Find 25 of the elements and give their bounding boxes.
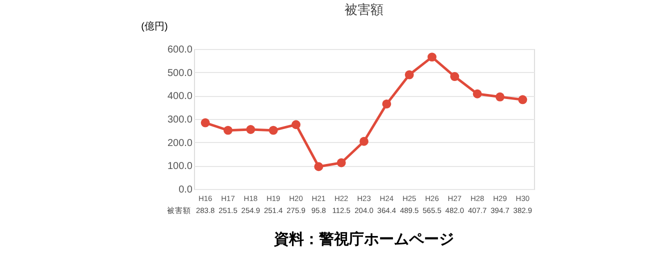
point (450, 72, 460, 81)
point (224, 126, 232, 135)
point (518, 95, 528, 104)
point (292, 120, 300, 130)
point (496, 92, 504, 102)
y-tick-label: 0.0 (178, 184, 193, 196)
point (428, 52, 436, 62)
y-tick-label: 200.0 (167, 138, 193, 149)
point (404, 70, 414, 80)
point (360, 136, 368, 146)
y-tick-label: 400.0 (167, 91, 193, 102)
point (382, 100, 392, 108)
y-tick-label: 100.0 (167, 161, 193, 172)
chart-title: 被害額 (344, 2, 384, 17)
point (314, 162, 324, 172)
text: 資料：警視庁ホームページ (273, 230, 454, 248)
point (246, 125, 256, 134)
y-tick-label: 600.0 (167, 44, 193, 56)
point (200, 118, 210, 128)
point (472, 89, 482, 98)
point (268, 126, 278, 135)
y-axis-title: (億円) (141, 20, 168, 32)
point (336, 158, 346, 168)
y-tick-label: 500.0 (167, 68, 193, 79)
y-tick-label: 300.0 (167, 114, 193, 126)
